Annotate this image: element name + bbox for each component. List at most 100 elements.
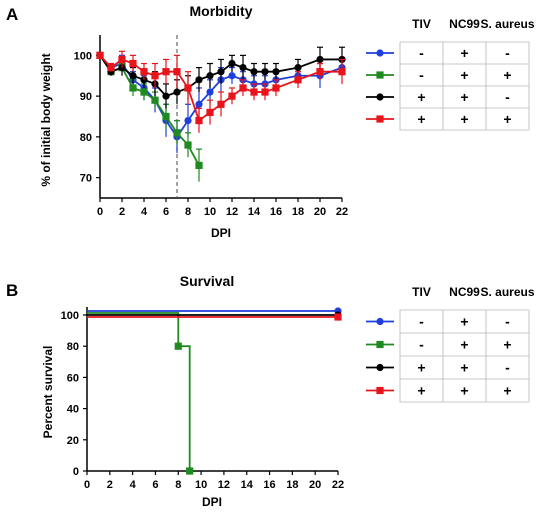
- legend-a-legend-marker-green: [376, 71, 384, 79]
- x-tick-label-b: 10: [195, 479, 207, 491]
- x-tick-label-b: 14: [241, 479, 254, 491]
- x-tick-label-a: 10: [204, 206, 216, 218]
- data-point-black: [173, 88, 181, 96]
- data-point-red: [239, 84, 247, 92]
- y-tick-label-b: 40: [67, 404, 79, 416]
- legend-a-cell: +: [460, 45, 468, 61]
- data-point-green: [195, 161, 203, 169]
- legend-b-cell: +: [503, 337, 511, 353]
- x-tick-label-b: 18: [286, 479, 298, 491]
- x-tick-label-b: 8: [175, 479, 181, 491]
- legend-b-header-1: NC99: [449, 285, 480, 299]
- y-tick-label-a: 90: [80, 91, 92, 103]
- x-tick-label-b: 4: [130, 479, 137, 491]
- legend-table-b: TIV NC99 S. aureus - + - - + + + + - + + +: [366, 285, 535, 403]
- legend-b-cell: +: [417, 383, 425, 399]
- legend-a-cell: -: [419, 67, 424, 83]
- panel-letter-a: A: [6, 5, 18, 24]
- y-tick-label-a: 70: [80, 173, 92, 185]
- data-point-red: [96, 51, 104, 59]
- data-point-red: [162, 68, 170, 76]
- data-point-green: [173, 129, 181, 137]
- plot-area-b: [87, 307, 342, 475]
- x-tick-label-b: 2: [107, 479, 113, 491]
- data-point-red: [250, 88, 258, 96]
- legend-a-header-0: TIV: [412, 17, 431, 31]
- legend-a-cell: +: [417, 111, 425, 127]
- ticks-a: 0 2 4 6 8 10 12 14 16 18 20 22 70 80 90 100: [74, 50, 348, 218]
- data-point-red: [294, 76, 302, 84]
- x-tick-label-a: 14: [248, 206, 261, 218]
- x-tick-label-b: 16: [263, 479, 275, 491]
- data-point-green: [151, 96, 159, 104]
- legend-b-cell: -: [419, 337, 424, 353]
- data-point-black: [217, 68, 225, 76]
- y-tick-label-b: 80: [67, 341, 79, 353]
- legend-b-legend-marker-black: [376, 363, 384, 372]
- data-point-red: [261, 88, 269, 96]
- data-point-blue: [195, 100, 203, 108]
- legend-a-cell: +: [460, 67, 468, 83]
- axes-a: [99, 35, 342, 199]
- axes-b: [86, 307, 338, 472]
- legend-b-cell: -: [505, 360, 510, 376]
- data-point-red: [140, 68, 148, 76]
- legend-b-header-2: S. aureus: [480, 285, 534, 299]
- x-tick-label-a: 0: [97, 206, 103, 218]
- data-point-red: [206, 108, 214, 117]
- legend-b-cell: +: [503, 383, 511, 399]
- legend-b-cell: +: [460, 360, 468, 376]
- data-point-red: [118, 55, 126, 64]
- y-tick-label-b: 20: [67, 435, 79, 447]
- y-tick-label-a: 100: [74, 50, 92, 62]
- x-tick-label-b: 0: [84, 479, 90, 491]
- series-line-green: [99, 54, 200, 166]
- legend-b-cell: -: [419, 314, 424, 330]
- legend-a-cell: +: [503, 67, 511, 83]
- legend-a-cell: -: [419, 45, 424, 61]
- data-point-blue: [184, 116, 192, 125]
- x-tick-label-a: 2: [119, 206, 125, 218]
- survival-point-green: [186, 467, 194, 475]
- x-tick-label-b: 6: [152, 479, 158, 491]
- data-point-black: [250, 68, 258, 76]
- x-tick-label-a: 16: [270, 206, 282, 218]
- legend-b-cell: +: [460, 383, 468, 399]
- panel-a: A Morbidity 0 2 4 6 8 10 12 14 16 18 20 22 70 80 90 100…: [6, 3, 348, 240]
- x-tick-label-a: 22: [336, 206, 348, 218]
- data-point-blue: [206, 88, 214, 96]
- legend-a-legend-marker-black: [376, 93, 384, 101]
- data-point-red: [173, 68, 181, 76]
- legend-b-legend-marker-green: [376, 340, 384, 349]
- data-point-black: [239, 64, 247, 72]
- survival-point-red: [334, 313, 342, 321]
- data-point-black: [272, 68, 280, 76]
- series-a-red: [96, 50, 346, 133]
- y-tick-label-b: 0: [73, 466, 79, 478]
- legend-a-legend-marker-red: [376, 115, 384, 123]
- legend-a-cell: -: [505, 45, 510, 61]
- legend-b-legend-marker-blue: [376, 317, 384, 326]
- survival-point-green: [174, 342, 182, 350]
- x-tick-label-a: 6: [163, 206, 169, 218]
- legend-a-cell: +: [460, 111, 468, 127]
- panel-letter-b: B: [6, 281, 18, 300]
- data-point-red: [184, 84, 192, 92]
- series-b-red: [87, 313, 342, 321]
- x-tick-label-a: 12: [226, 206, 238, 218]
- y-axis-label-b: Percent survival: [41, 346, 55, 439]
- data-point-green: [184, 141, 192, 149]
- legend-a-cell: +: [503, 111, 511, 127]
- data-point-red: [272, 84, 280, 92]
- x-tick-label-b: 20: [309, 479, 321, 491]
- data-point-red: [129, 59, 137, 68]
- survival-line-green: [87, 312, 191, 471]
- x-axis-label-b: DPI: [202, 495, 222, 509]
- data-point-black: [261, 68, 269, 76]
- data-point-green: [162, 112, 170, 121]
- data-point-black: [294, 64, 302, 72]
- data-point-red: [107, 64, 115, 72]
- x-tick-label-a: 20: [314, 206, 326, 218]
- data-point-red: [228, 92, 236, 100]
